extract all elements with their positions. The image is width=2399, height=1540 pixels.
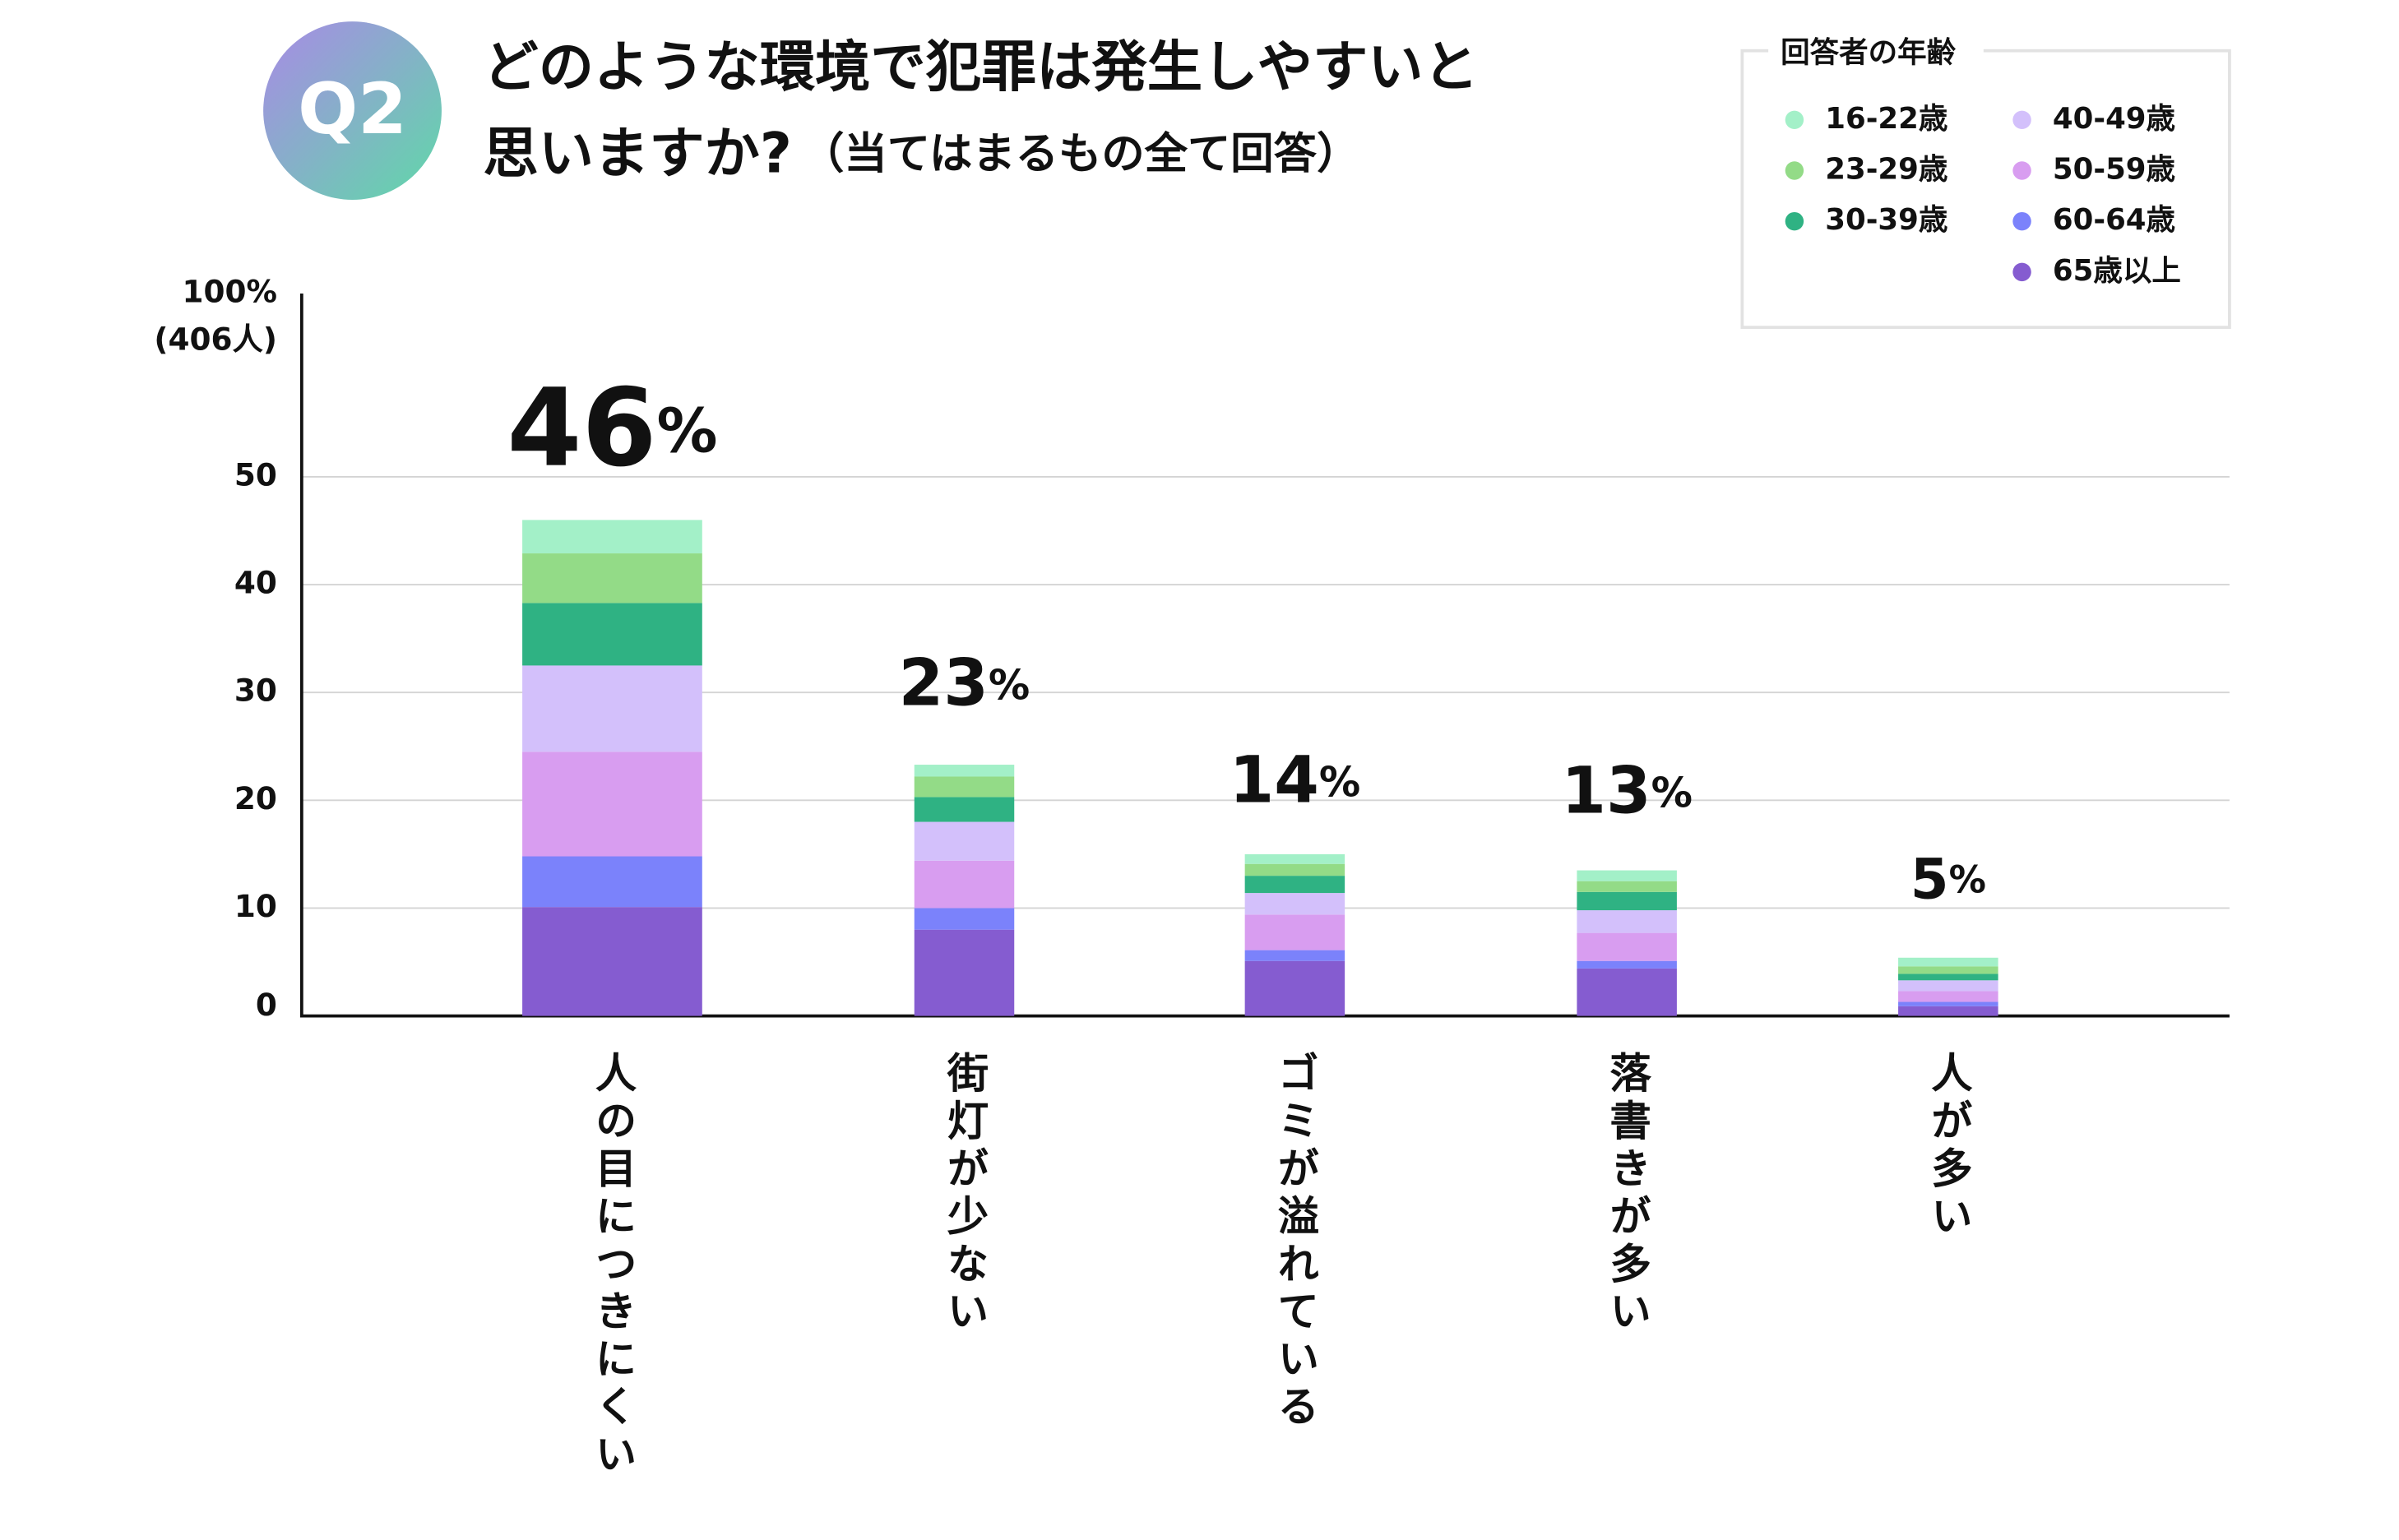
total-number: 46 [507,365,656,490]
legend-label: 50-59歳 [2053,152,2175,186]
legend-title: 回答者の年齢 [1781,35,1957,69]
bar-segment [914,797,1015,822]
bar-segment [1244,853,1345,864]
bar-segment [522,665,702,752]
legend-marker [1785,161,1804,180]
legend-marker [2012,262,2031,282]
total-label: 23% [899,645,1030,721]
y-tick-label: 40 [234,565,277,601]
bar-segment [1898,980,1998,992]
legend-label: 60-64歳 [2053,203,2175,237]
bar-segment [1577,932,1677,961]
chart-title-line: 思いますか? （当てはまるもの全て回答） [483,121,1359,185]
bar-segment [1244,876,1345,894]
x-tick-label: 街灯が少ない [940,1052,989,1338]
chart-subtitle: （当てはまるもの全て回答） [801,129,1359,179]
total-unit: % [1651,768,1693,816]
total-number: 5 [1910,847,1949,911]
bar-segment [522,907,702,1016]
legend-marker [1785,110,1804,130]
bar-segment [914,929,1015,1016]
y-tick-label: 0 [256,987,277,1023]
bar-segment [1577,870,1677,881]
bar-segment [1244,960,1345,1016]
bar-segment [1577,881,1677,892]
total-label: 13% [1561,753,1693,829]
bar-segment [914,908,1015,930]
total-label: 5% [1910,847,1986,911]
bar-segment [1244,950,1345,961]
chart-title: どのような環境で犯罪は発生しやすいと [483,35,1478,99]
y-tick-label: 50 [234,456,277,493]
y-tick-label: 30 [234,673,277,709]
axis-top-label: 100% [182,274,276,310]
x-tick-label: 人が多い [1924,1052,1972,1242]
total-number: 23 [899,645,989,721]
bar-segment [522,553,702,604]
y-tick-label: 20 [234,780,277,816]
bar-segment [522,856,702,908]
total-number: 14 [1230,742,1319,818]
bar-segment [1577,910,1677,933]
chart-title: 思いますか? [483,121,791,185]
bar-segment [1244,914,1345,950]
bar-segment [522,520,702,554]
x-tick-label: 人の目につきにくい [588,1052,637,1481]
legend-marker [2012,110,2031,130]
bar-segment [1577,968,1677,1016]
total-number: 13 [1561,753,1651,829]
total-unit: % [989,660,1030,709]
total-unit: % [656,396,717,467]
legend-marker [2012,211,2031,231]
bar-segment [914,860,1015,909]
bar-segment [522,752,702,857]
bar-segment [1244,863,1345,876]
axis-top-label: (406人) [154,321,277,357]
x-tick-label: ゴミが溢れている [1271,1052,1319,1433]
bar-segment [914,765,1015,777]
bar-segment [1244,893,1345,915]
legend-label: 30-39歳 [1825,203,1947,237]
bar-segment [1898,1001,1998,1006]
legend-box [1740,49,2231,330]
badge-circle [263,21,442,201]
total-unit: % [1949,858,1986,902]
bar-segment [1898,973,1998,981]
total-unit: % [1319,757,1360,806]
bar-segment [1577,960,1677,969]
bar-segment [914,821,1015,861]
legend-marker [1785,211,1804,231]
legend-label: 16-22歳 [1825,102,1947,136]
legend-marker [2012,161,2031,180]
legend-label: 40-49歳 [2053,102,2175,136]
legend-title-bg [1768,34,1984,71]
bar-segment [914,776,1015,798]
bar-segment [1898,957,1998,967]
total-label: 46% [507,365,717,490]
x-tick-label: 落書きが多い [1603,1052,1651,1338]
bar-segment [1898,1006,1998,1016]
legend-label: 23-29歳 [1825,152,1947,186]
bar-segment [1898,991,1998,1002]
bar-segment [1898,966,1998,974]
legend-label: 65歳以上 [2053,254,2181,288]
badge: Q2 [298,68,407,150]
total-label: 14% [1230,742,1361,818]
y-tick-label: 10 [234,888,277,924]
bar-segment [522,603,702,666]
bar-segment [1577,891,1677,911]
